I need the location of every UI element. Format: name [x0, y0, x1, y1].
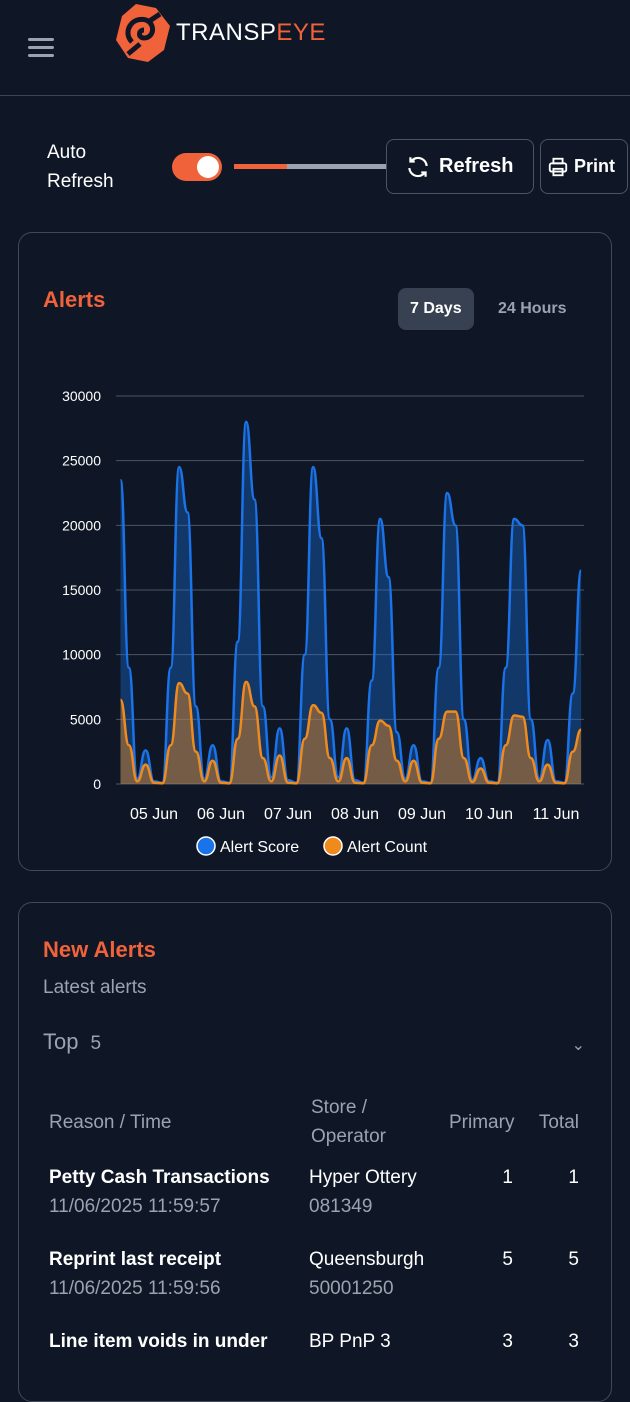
- y-tick-label: 15000: [62, 582, 101, 598]
- y-tick-label: 30000: [62, 388, 101, 404]
- x-tick-label: 05 Jun: [130, 806, 178, 823]
- legend-label: Alert Count: [347, 839, 428, 856]
- x-tick-label: 09 Jun: [398, 806, 446, 823]
- store-cell: BP PnP 3: [309, 1327, 449, 1380]
- y-tick-label: 5000: [70, 711, 101, 727]
- alerts-chart: 0 5000 10000 15000 20000 25000 30000 05 Jun 06 J…: [0, 0, 630, 880]
- new-alerts-title: New Alerts: [43, 937, 156, 963]
- table-row[interactable]: Line item voids in under BP PnP 3 3 3: [49, 1327, 579, 1380]
- primary-cell: 1: [449, 1163, 513, 1245]
- x-tick-label: 10 Jun: [465, 806, 513, 823]
- x-tick-label: 07 Jun: [264, 806, 312, 823]
- new-alerts-subtitle: Latest alerts: [43, 977, 147, 999]
- column-header-reason: Reason / Time: [49, 1093, 309, 1163]
- total-cell: 3: [513, 1327, 579, 1380]
- column-header-store: Store / Operator: [309, 1093, 449, 1163]
- alerts-table: Reason / Time Store / Operator Primary T…: [49, 1093, 579, 1380]
- total-cell: 1: [513, 1163, 579, 1245]
- legend-marker: [324, 837, 342, 855]
- legend-marker: [197, 837, 215, 855]
- y-tick-label: 20000: [62, 517, 101, 533]
- chevron-down-icon[interactable]: ⌄: [572, 1035, 585, 1055]
- column-header-total: Total: [513, 1093, 579, 1163]
- primary-cell: 5: [449, 1245, 513, 1327]
- legend-label: Alert Score: [220, 839, 299, 856]
- x-tick-label: 06 Jun: [197, 806, 245, 823]
- x-tick-label: 11 Jun: [533, 806, 580, 823]
- column-header-primary: Primary: [449, 1093, 513, 1163]
- y-tick-label: 10000: [62, 647, 101, 663]
- y-tick-label: 0: [93, 776, 101, 792]
- primary-cell: 3: [449, 1327, 513, 1380]
- x-tick-label: 08 Jun: [331, 806, 379, 823]
- y-tick-label: 25000: [62, 453, 101, 469]
- reason-cell: Line item voids in under: [49, 1327, 309, 1380]
- total-cell: 5: [513, 1245, 579, 1327]
